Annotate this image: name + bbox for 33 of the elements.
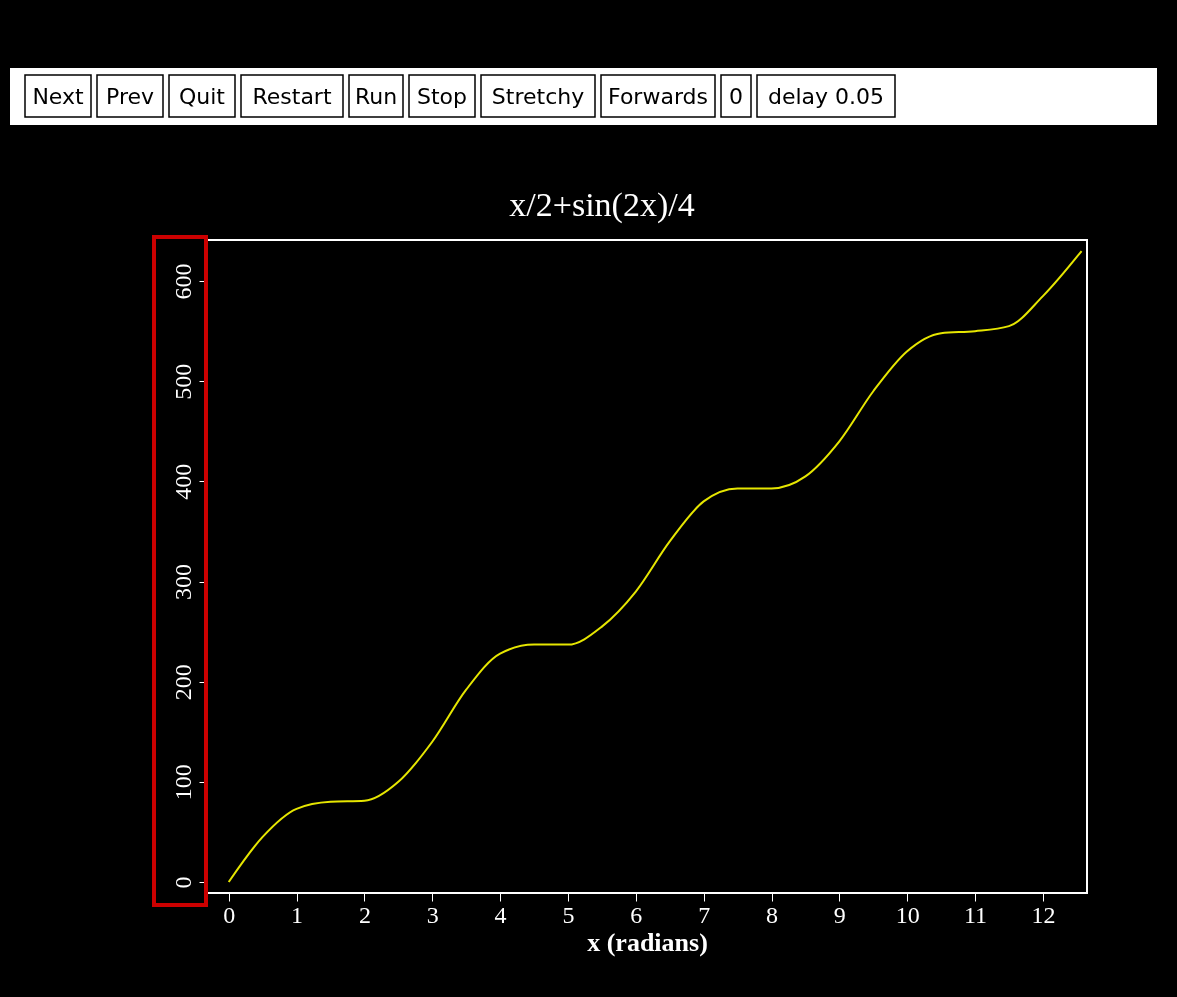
y-tick-label: 200 xyxy=(169,664,196,701)
y-tick-label: 300 xyxy=(169,564,196,601)
x-tick-label: 12 xyxy=(1031,901,1056,928)
x-tick-label: 1 xyxy=(291,901,304,928)
y-tick-label: 100 xyxy=(169,764,196,801)
y-tick-label: 600 xyxy=(169,263,196,300)
y-tick-label: 0 xyxy=(169,876,196,889)
text: Restart xyxy=(252,84,332,109)
text: Stretchy xyxy=(491,84,585,109)
line-series xyxy=(227,250,1083,883)
text: Forwards xyxy=(608,84,708,109)
x-tick-label: 9 xyxy=(833,901,846,928)
x-tick-label: 11 xyxy=(963,901,988,928)
x-axis-title: x (radians) xyxy=(587,927,708,957)
y-tick-label: 400 xyxy=(169,463,196,500)
x-tick-label: 2 xyxy=(358,901,371,928)
text: Stop xyxy=(416,84,468,109)
x-tick-label: 8 xyxy=(766,901,778,928)
text: Quit xyxy=(179,84,226,109)
x-tick-label: 3 xyxy=(426,901,439,928)
chart-title: x/2+sin(2x)/4 xyxy=(509,186,695,224)
x-tick-label: 10 xyxy=(895,901,920,928)
text: 0 xyxy=(729,84,743,109)
text: Prev xyxy=(106,84,154,109)
x-tick-label: 0 xyxy=(223,901,236,928)
text: Run xyxy=(354,84,398,109)
text: delay 0.05 xyxy=(767,84,885,109)
x-tick-label: 6 xyxy=(630,901,643,928)
text: Next xyxy=(32,84,84,109)
y-tick-label: 500 xyxy=(169,363,196,400)
x-tick-label: 5 xyxy=(562,901,575,928)
x-tick-label: 7 xyxy=(698,901,711,928)
x-tick-label: 4 xyxy=(494,901,507,928)
